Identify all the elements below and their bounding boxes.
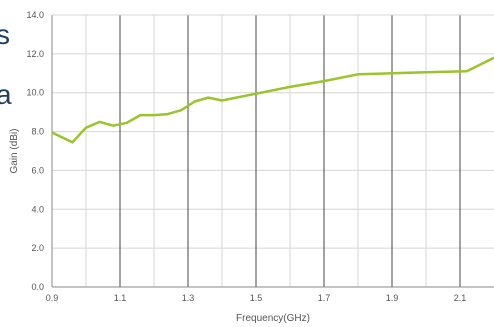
x-tick-labels: 0.9 1.1 1.3 1.5 1.7 1.9 2.1 (46, 293, 467, 303)
x-tick-label: 1.9 (386, 293, 399, 303)
y-tick-labels: 0.0 2.0 4.0 6.0 8.0 10.0 12.0 14.0 (26, 10, 44, 292)
y-tick-label: 10.0 (26, 88, 44, 98)
x-tick-label: 1.5 (250, 293, 263, 303)
x-tick-label: 0.9 (46, 293, 59, 303)
x-tick-label: 1.7 (318, 293, 331, 303)
y-tick-label: 8.0 (31, 127, 44, 137)
y-tick-label: 2.0 (31, 243, 44, 253)
y-tick-label: 12.0 (26, 49, 44, 59)
x-tick-label: 1.3 (182, 293, 195, 303)
background-text-1: s (0, 19, 10, 50)
y-tick-label: 0.0 (31, 282, 44, 292)
y-tick-label: 4.0 (31, 204, 44, 214)
grid (52, 14, 494, 287)
gain-line (51, 56, 494, 144)
series (51, 56, 494, 144)
background-text-2: a (0, 79, 12, 110)
x-tick-label: 2.1 (454, 293, 467, 303)
axes (51, 14, 494, 288)
y-axis-title: Gain (dBi) (9, 128, 20, 173)
x-tick-label: 1.1 (114, 293, 127, 303)
y-tick-label: 6.0 (31, 165, 44, 175)
x-axis-title: Frequency(GHz) (236, 313, 310, 324)
y-tick-label: 14.0 (26, 10, 44, 20)
